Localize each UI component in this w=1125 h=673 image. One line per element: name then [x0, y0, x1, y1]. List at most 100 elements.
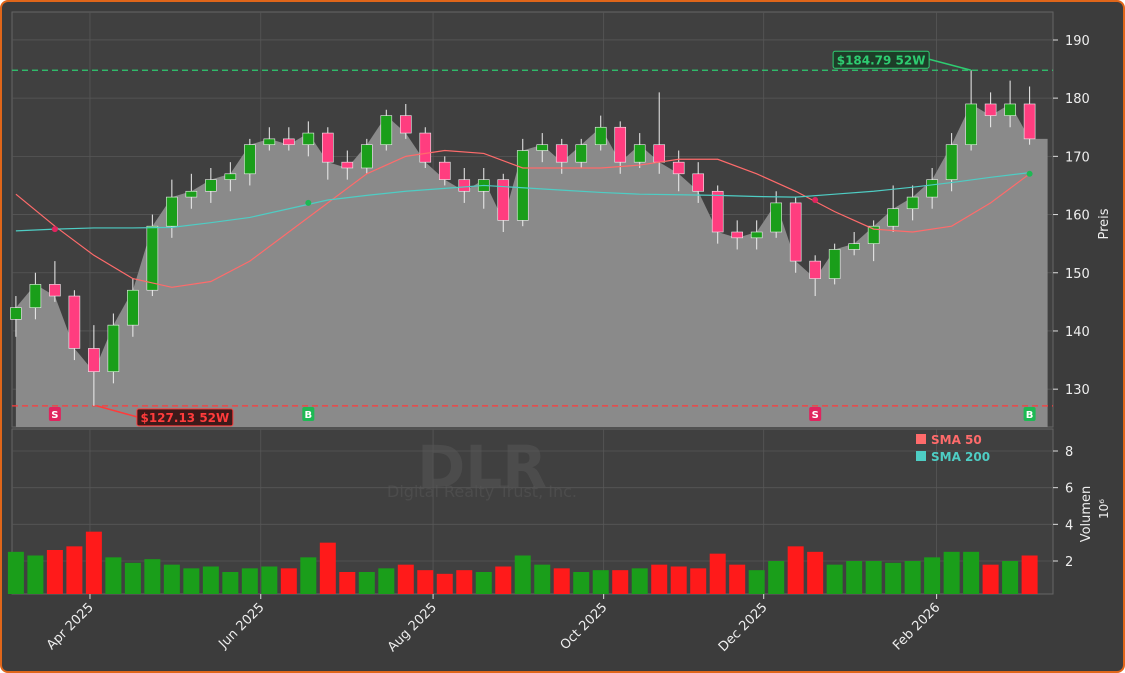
volume-bar: [27, 555, 44, 594]
signal-label: S: [812, 410, 819, 421]
ticker-watermark: DLR: [417, 433, 547, 501]
volume-bar: [514, 555, 531, 594]
volume-bar: [436, 573, 453, 594]
y2-scale-label: 10⁶: [1097, 499, 1111, 519]
candle-body: [224, 173, 237, 180]
candle-body: [555, 144, 568, 163]
volume-bar: [241, 568, 258, 594]
candle-body: [263, 138, 276, 146]
x-tick-label: Oct 2025: [558, 600, 611, 653]
signal-dot: [51, 226, 58, 233]
volume-bar: [885, 562, 902, 594]
volume-bar: [85, 531, 102, 594]
signal-dot: [1026, 170, 1033, 177]
volume-bar: [943, 551, 960, 594]
volume-bar: [768, 561, 785, 594]
volume-bar: [924, 557, 941, 594]
volume-bar: [183, 568, 200, 594]
candle-body: [965, 103, 977, 146]
y-tick-label: 180: [1065, 92, 1090, 107]
signal-badge: [809, 407, 822, 421]
legend-swatch: [916, 434, 926, 444]
y2-axis-label: Volumen: [1079, 486, 1094, 543]
candle-body: [770, 202, 782, 233]
candle-body: [399, 115, 412, 134]
candle-body: [185, 190, 198, 198]
volume-bar: [66, 546, 83, 594]
candle-body: [107, 324, 120, 373]
annotation-box: [136, 408, 234, 427]
candle-body: [438, 161, 451, 180]
candle-body: [1004, 103, 1016, 116]
signal-badge: [302, 407, 315, 421]
x-tick-label: Apr 2025: [44, 600, 97, 653]
y-tick-label: 140: [1065, 325, 1090, 340]
candle-body: [341, 161, 354, 169]
candle-body: [516, 150, 529, 221]
candle-body: [244, 144, 256, 175]
volume-bar: [651, 564, 668, 594]
y-tick-label: 160: [1065, 209, 1090, 224]
candle-body: [906, 196, 919, 210]
annotation-label: $184.79 52W: [837, 53, 926, 67]
candle-body: [789, 202, 802, 262]
signal-badge: [48, 407, 61, 421]
y2-tick-label: 2: [1065, 555, 1073, 570]
y-tick-label: 190: [1065, 34, 1090, 49]
volume-bar: [846, 561, 863, 594]
x-tick-label: Dec 2025: [716, 600, 771, 655]
signal-dot: [305, 199, 312, 206]
volume-bar: [826, 564, 843, 594]
candle-body: [692, 173, 705, 192]
candle-body: [536, 144, 549, 151]
y-tick-label: 150: [1065, 267, 1090, 282]
volume-bar: [222, 572, 239, 594]
candle-body: [458, 179, 471, 192]
candle-body: [497, 179, 510, 221]
candle-body: [926, 179, 938, 198]
sma-line: [15, 149, 1030, 288]
candle-body: [848, 243, 860, 250]
signal-label: B: [305, 410, 313, 421]
candle-body: [984, 103, 997, 116]
volume-bar: [865, 561, 882, 594]
volume-bar: [534, 564, 551, 594]
signal-badge: [1023, 407, 1036, 421]
company-watermark: Digital Realty Trust, Inc.: [387, 482, 577, 501]
candle-body: [10, 307, 22, 320]
volume-bar: [787, 546, 804, 594]
volume-bar: [748, 570, 765, 594]
volume-bar: [417, 570, 434, 594]
volume-bar: [729, 564, 746, 594]
legend-label: SMA 50: [931, 433, 982, 447]
volume-bar: [339, 572, 356, 594]
candle-body: [146, 225, 159, 291]
candle-body: [828, 249, 841, 279]
signal-label: S: [51, 410, 58, 421]
candle-body: [29, 284, 42, 308]
volume-bar: [553, 568, 570, 594]
volume-bar: [319, 542, 336, 594]
y-tick-label: 170: [1065, 150, 1090, 165]
x-tick-label: Jun 2025: [216, 600, 268, 652]
volume-bar: [300, 557, 317, 594]
volume-bar: [163, 564, 180, 594]
volume-bar: [709, 553, 726, 594]
candle-body: [360, 144, 373, 169]
candle-body: [594, 126, 607, 146]
candle-body: [711, 190, 724, 233]
candle-body: [88, 348, 100, 373]
candle-body: [380, 115, 393, 146]
x-tick-label: Aug 2025: [385, 600, 440, 655]
volume-bar: [202, 566, 219, 594]
y2-tick-label: 4: [1065, 518, 1073, 533]
volume-bar: [475, 572, 492, 594]
candle-body: [731, 231, 743, 239]
annotation-box: [832, 50, 930, 69]
volume-bar: [612, 570, 629, 594]
candle-body: [887, 208, 899, 227]
volume-bar: [982, 564, 999, 594]
candle-body: [68, 295, 81, 349]
candle-body: [867, 225, 880, 244]
y-axis-label: Preis: [1097, 208, 1112, 239]
